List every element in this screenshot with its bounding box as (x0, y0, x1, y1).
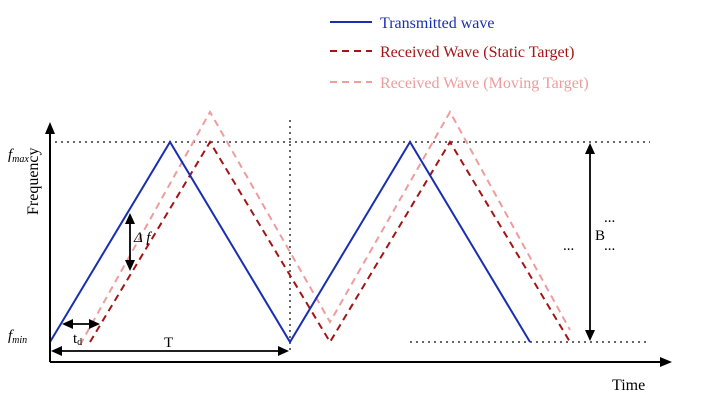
period-label: T (164, 335, 173, 351)
y-axis-label: Frequency (25, 147, 42, 215)
fmax-label: fmax (8, 147, 29, 165)
td-arrowhead-left (62, 319, 73, 329)
delta-f-arrowhead-top (125, 213, 135, 224)
legend: Transmitted wave Received Wave (Static T… (330, 15, 589, 92)
ellipsis-static: ... (604, 238, 615, 254)
bandwidth-arrowhead-top (585, 143, 595, 154)
moving-target-wave (79, 109, 571, 346)
td-annotation: td (62, 319, 100, 348)
fmin-label: fmin (8, 328, 27, 346)
ellipsis-transmitted: ... (563, 238, 574, 254)
transmitted-wave (49, 140, 531, 344)
frequency-labels: fmax fmin (8, 147, 29, 346)
period-arrowhead-left (51, 346, 62, 356)
td-label: td (73, 331, 82, 348)
bandwidth-arrowhead-bottom (585, 330, 595, 341)
ellipsis-moving: ... (604, 210, 615, 226)
continuation-ellipses: ... ... ... (563, 210, 615, 254)
y-axis-arrowhead (45, 122, 55, 134)
legend-label-transmitted: Transmitted wave (380, 15, 495, 32)
period-annotation: T (51, 335, 289, 356)
delta-f-label: Δ f (133, 230, 152, 246)
x-axis-label: Time (612, 377, 645, 394)
delta-f-annotation: Δ f (125, 213, 152, 271)
bandwidth-label: B (595, 228, 605, 244)
bandwidth-annotation: B (585, 143, 605, 341)
axes: Time Frequency (25, 122, 672, 394)
legend-label-static: Received Wave (Static Target) (380, 44, 574, 61)
td-arrowhead-right (89, 319, 100, 329)
x-axis-arrowhead (660, 357, 672, 367)
legend-label-moving: Received Wave (Moving Target) (380, 75, 589, 92)
delta-f-arrowhead-bottom (125, 260, 135, 271)
period-arrowhead-right (278, 346, 289, 356)
static-target-wave (89, 140, 571, 344)
waveforms (49, 109, 571, 346)
